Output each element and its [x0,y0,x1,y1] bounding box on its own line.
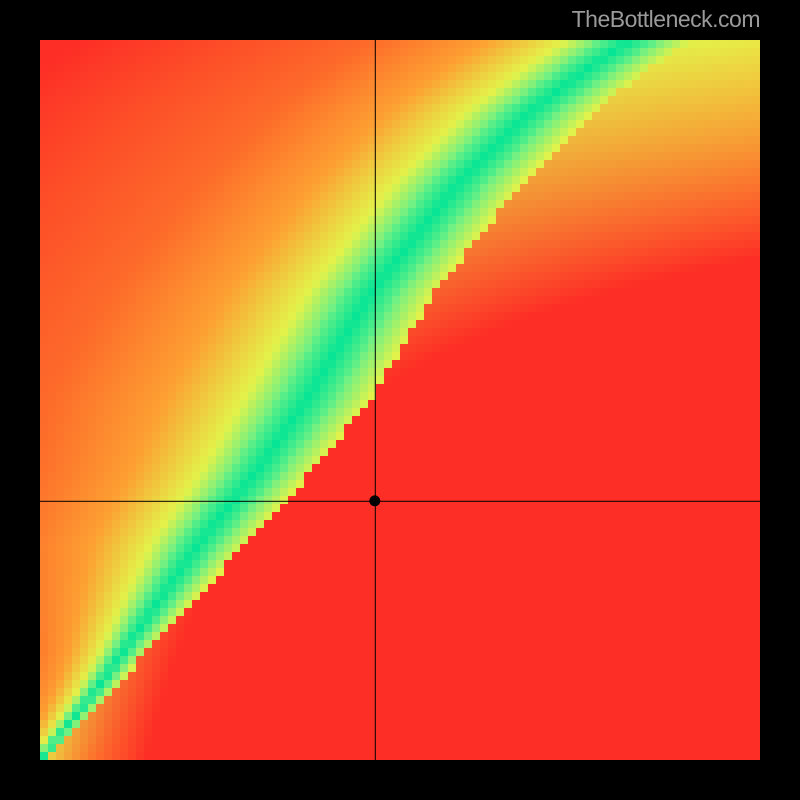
heatmap-canvas [40,40,760,760]
watermark-text: TheBottleneck.com [572,6,760,33]
plot-area [40,40,760,760]
chart-container: TheBottleneck.com [0,0,800,800]
